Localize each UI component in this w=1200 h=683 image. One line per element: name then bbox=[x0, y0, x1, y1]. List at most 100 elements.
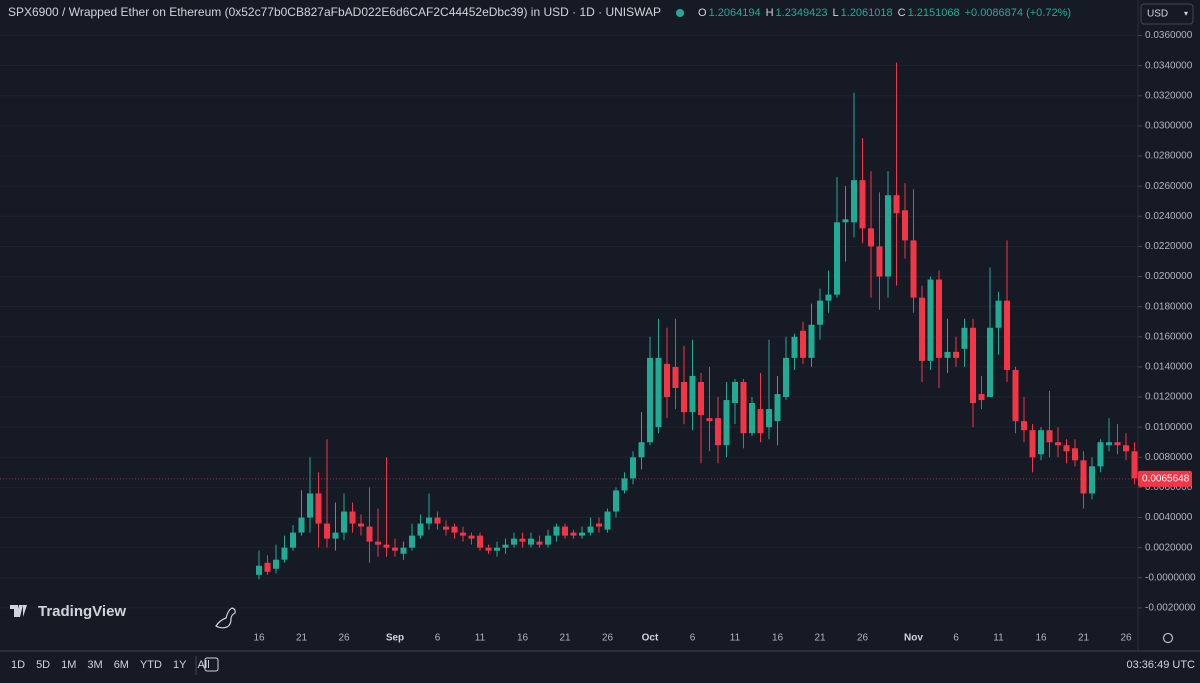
currency-label[interactable]: USD bbox=[1147, 9, 1168, 20]
y-tick-label: 0.0040000 bbox=[1145, 512, 1193, 523]
candle-body bbox=[358, 523, 364, 527]
last-price-label: 0.0065648 bbox=[1142, 474, 1190, 485]
dropdown-arrow[interactable]: ▾ bbox=[1184, 9, 1188, 18]
candle-body bbox=[961, 327, 968, 349]
candle-body bbox=[876, 246, 883, 277]
candle-body bbox=[1123, 445, 1129, 452]
x-tick-label: 16 bbox=[772, 633, 784, 644]
candle-body bbox=[315, 493, 322, 524]
y-tick-label: 0.0260000 bbox=[1145, 181, 1193, 192]
y-tick-label: -0.0000000 bbox=[1145, 572, 1196, 583]
candle-body bbox=[655, 357, 662, 428]
candle-body bbox=[647, 357, 653, 443]
x-tick-label: 6 bbox=[435, 633, 441, 644]
range-button[interactable]: YTD bbox=[140, 659, 162, 671]
range-button[interactable]: 5D bbox=[36, 659, 50, 671]
candle-body bbox=[851, 180, 857, 223]
candle-body bbox=[1012, 369, 1019, 422]
candle-body bbox=[366, 526, 373, 542]
candle-body bbox=[349, 511, 356, 524]
ohlc-value: 1.2064194 bbox=[709, 7, 761, 19]
candle-body bbox=[825, 294, 832, 301]
candle-body bbox=[604, 511, 611, 530]
candle-body bbox=[332, 532, 339, 539]
candle-body bbox=[817, 300, 823, 325]
candle-body bbox=[324, 523, 330, 539]
ohlc-value: 1.2061018 bbox=[841, 7, 893, 19]
candle-body bbox=[1072, 448, 1078, 461]
x-tick-label: 21 bbox=[1078, 633, 1090, 644]
candle-body bbox=[638, 442, 645, 458]
y-tick-label: 0.0360000 bbox=[1145, 30, 1193, 41]
x-tick-label: 26 bbox=[857, 633, 869, 644]
replay-icon[interactable] bbox=[215, 607, 236, 629]
candle-body bbox=[1106, 442, 1112, 446]
candle-body bbox=[468, 535, 475, 539]
clock: 03:36:49 UTC bbox=[1127, 659, 1196, 671]
range-button[interactable]: 6M bbox=[114, 659, 129, 671]
candle-body bbox=[1046, 430, 1053, 443]
candle-body bbox=[885, 195, 891, 277]
candle-body bbox=[1089, 466, 1095, 494]
candle-body bbox=[383, 544, 390, 548]
candle-body bbox=[936, 279, 942, 358]
candle-body bbox=[672, 366, 679, 389]
currency-select[interactable] bbox=[1140, 3, 1194, 25]
ohlc-key: C bbox=[898, 7, 906, 19]
candle-body bbox=[681, 381, 687, 413]
candle-body bbox=[460, 532, 466, 536]
range-button[interactable]: All bbox=[197, 659, 209, 671]
x-tick-label: 16 bbox=[1035, 633, 1047, 644]
range-button[interactable]: 3M bbox=[87, 659, 102, 671]
candle-body bbox=[290, 532, 296, 548]
ohlc-key: O bbox=[698, 7, 707, 19]
x-tick-label: 16 bbox=[517, 633, 529, 644]
candle-body bbox=[1114, 442, 1121, 446]
last-price-tag bbox=[1138, 470, 1192, 487]
candle-body bbox=[808, 324, 815, 358]
date-range-icon[interactable] bbox=[204, 657, 219, 672]
candle-body bbox=[749, 403, 755, 434]
candle-body bbox=[978, 394, 985, 401]
candle-body bbox=[298, 517, 305, 533]
candle-body bbox=[970, 327, 976, 404]
candle-body bbox=[1021, 421, 1027, 431]
y-tick-label: 0.0300000 bbox=[1145, 121, 1193, 132]
settings-icon[interactable] bbox=[1162, 632, 1174, 644]
x-tick-label: 11 bbox=[730, 633, 741, 644]
range-button[interactable]: 1M bbox=[61, 659, 76, 671]
candle-body bbox=[834, 222, 840, 295]
candle-body bbox=[400, 547, 407, 554]
candle-body bbox=[859, 180, 866, 229]
candle-body bbox=[256, 565, 262, 575]
candle-body bbox=[519, 538, 526, 542]
candle-body bbox=[766, 409, 772, 428]
candle-body bbox=[774, 394, 781, 422]
candle-body bbox=[791, 336, 798, 358]
range-button[interactable]: 1Y bbox=[173, 659, 187, 671]
candle-body bbox=[689, 375, 696, 413]
candle-body bbox=[307, 493, 313, 518]
candle-body bbox=[392, 547, 398, 551]
y-tick-label: 0.0240000 bbox=[1145, 211, 1193, 222]
y-tick-label: 0.0160000 bbox=[1145, 331, 1193, 342]
candle-body bbox=[1097, 442, 1104, 467]
y-tick-label: 0.0220000 bbox=[1145, 241, 1193, 252]
candle-body bbox=[783, 357, 789, 398]
logo: TradingView bbox=[10, 603, 126, 620]
x-tick-label: 11 bbox=[475, 633, 486, 644]
y-tick-label: 0.0060000 bbox=[1145, 482, 1193, 493]
candle-body bbox=[1029, 430, 1036, 458]
candle-body bbox=[281, 547, 288, 560]
candle-body bbox=[443, 526, 449, 530]
candle-body bbox=[477, 535, 483, 548]
logo-mark bbox=[10, 605, 27, 617]
x-tick-label: 11 bbox=[993, 633, 1004, 644]
range-button[interactable]: 1D bbox=[11, 659, 25, 671]
candle-body bbox=[375, 541, 381, 545]
candle-body bbox=[409, 535, 415, 548]
y-tick-label: 0.0140000 bbox=[1145, 362, 1193, 373]
candle-body bbox=[426, 517, 432, 524]
candle-body bbox=[494, 547, 500, 551]
candle-body bbox=[1080, 460, 1087, 494]
